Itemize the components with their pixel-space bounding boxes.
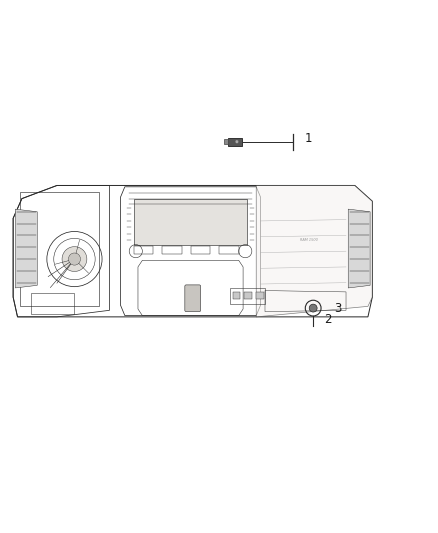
Circle shape (62, 247, 87, 271)
Text: 3: 3 (334, 303, 341, 316)
Polygon shape (348, 209, 370, 288)
Polygon shape (228, 138, 242, 146)
Circle shape (235, 140, 239, 143)
Circle shape (309, 304, 317, 312)
Polygon shape (256, 185, 372, 317)
Polygon shape (15, 209, 37, 288)
Polygon shape (134, 199, 247, 245)
Polygon shape (224, 139, 228, 144)
Polygon shape (244, 292, 252, 300)
Text: 1: 1 (304, 132, 312, 144)
FancyBboxPatch shape (185, 285, 201, 312)
Polygon shape (256, 292, 264, 300)
Text: 2: 2 (324, 313, 332, 326)
Circle shape (68, 253, 81, 265)
Polygon shape (233, 292, 240, 300)
Text: RAM 1500: RAM 1500 (300, 238, 318, 241)
